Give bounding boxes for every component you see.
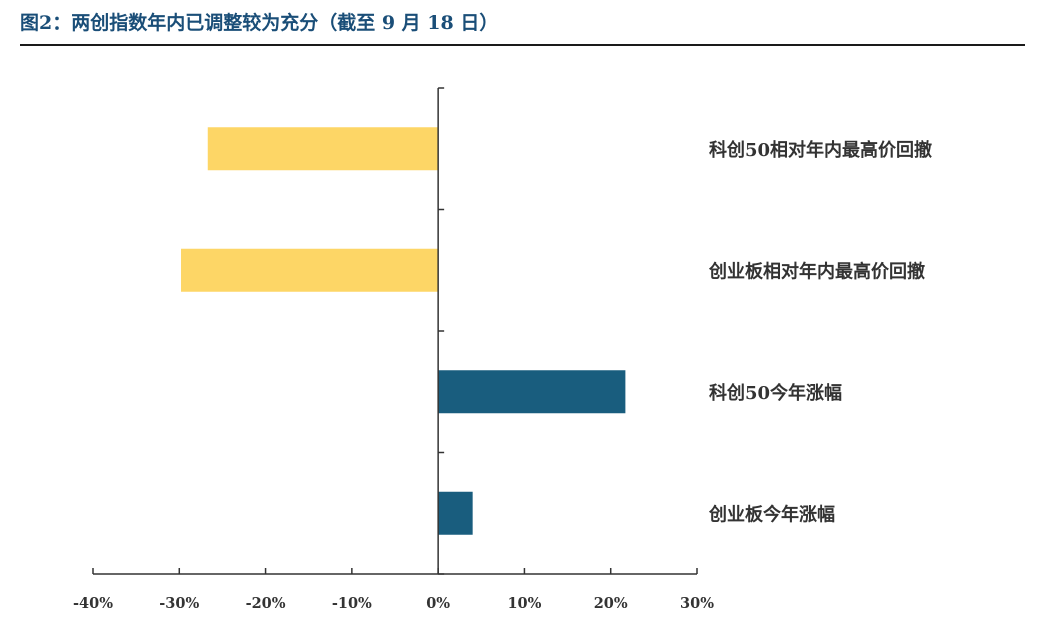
category-label-3: 科创50今年涨幅 bbox=[709, 382, 842, 404]
x-tick-label-3: -10% bbox=[332, 595, 372, 612]
bar-2 bbox=[181, 248, 439, 292]
x-tick-label-1: -30% bbox=[159, 595, 199, 612]
x-tick-label-0: -40% bbox=[73, 595, 113, 612]
category-label-1: 科创50相对年内最高价回撤 bbox=[709, 139, 932, 161]
x-tick-label-4: 0% bbox=[426, 595, 450, 612]
title-divider bbox=[20, 44, 1025, 46]
category-label-4: 创业板今年涨幅 bbox=[708, 503, 835, 525]
bar-3 bbox=[438, 370, 626, 414]
category-label-2: 创业板相对年内最高价回撤 bbox=[708, 260, 925, 282]
bar-1 bbox=[207, 127, 439, 171]
x-tick-label-5: 10% bbox=[507, 595, 541, 612]
bar-4 bbox=[438, 491, 473, 535]
x-tick-label-7: 30% bbox=[680, 595, 714, 612]
x-tick-label-6: 20% bbox=[594, 595, 628, 612]
bars-group bbox=[181, 127, 626, 535]
axes-group bbox=[92, 87, 698, 575]
x-tick-labels: -40% -30% -20% -10% 0% 10% 20% 30% bbox=[73, 595, 714, 612]
figure-title: 图2：两创指数年内已调整较为充分（截至 9 月 18 日） bbox=[20, 12, 499, 34]
x-tick-label-2: -20% bbox=[246, 595, 286, 612]
